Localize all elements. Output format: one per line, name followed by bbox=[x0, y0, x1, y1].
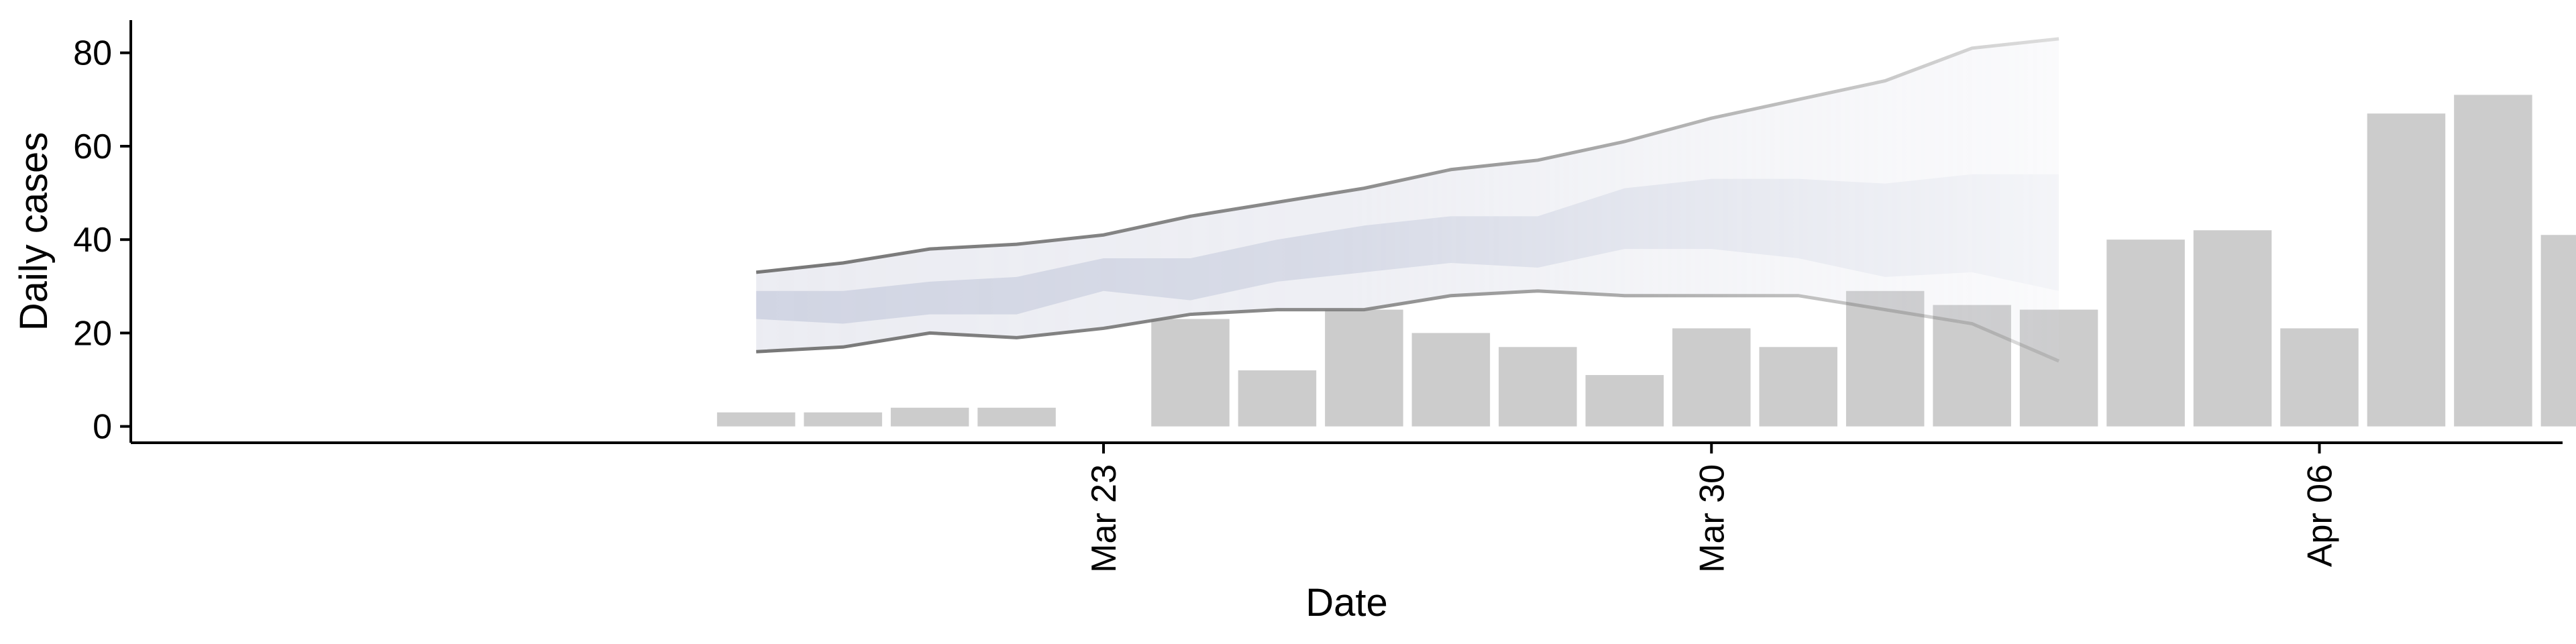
x-tick-label: Mar 30 bbox=[1693, 464, 1731, 573]
y-tick-label: 40 bbox=[73, 221, 112, 260]
x-tick-label: Apr 06 bbox=[2301, 464, 2340, 567]
bar bbox=[2280, 328, 2359, 427]
x-tick-label: Mar 23 bbox=[1085, 464, 1124, 573]
y-tick-label: 80 bbox=[73, 34, 112, 73]
bar bbox=[1238, 370, 1317, 427]
bar bbox=[716, 412, 796, 427]
y-axis-title: Daily cases bbox=[12, 132, 56, 331]
bar bbox=[1411, 333, 1491, 427]
bar bbox=[2540, 235, 2576, 427]
bar bbox=[977, 407, 1056, 427]
bar bbox=[1325, 309, 1403, 427]
bar bbox=[1585, 375, 1664, 427]
bar bbox=[1499, 347, 1577, 427]
bars-layer bbox=[716, 95, 2576, 427]
x-axis-title: Date bbox=[1305, 581, 1388, 625]
bar bbox=[2106, 239, 2185, 427]
bar bbox=[2367, 113, 2446, 427]
y-tick-label: 60 bbox=[73, 127, 112, 166]
forecast-inner-band bbox=[756, 174, 2059, 324]
bar bbox=[804, 412, 882, 427]
y-tick-label: 0 bbox=[93, 408, 112, 447]
bar bbox=[1151, 319, 1230, 427]
bar bbox=[1672, 328, 1751, 427]
bar bbox=[2193, 230, 2272, 427]
forecast-lower-line bbox=[756, 289, 2060, 363]
forecast-bands bbox=[755, 37, 2060, 363]
forecast-layer bbox=[755, 37, 2060, 363]
forecast-upper-line bbox=[755, 37, 2059, 274]
bar bbox=[2454, 95, 2532, 427]
bar bbox=[1759, 347, 1837, 427]
bar bbox=[890, 407, 969, 427]
y-tick-label: 20 bbox=[73, 314, 112, 353]
